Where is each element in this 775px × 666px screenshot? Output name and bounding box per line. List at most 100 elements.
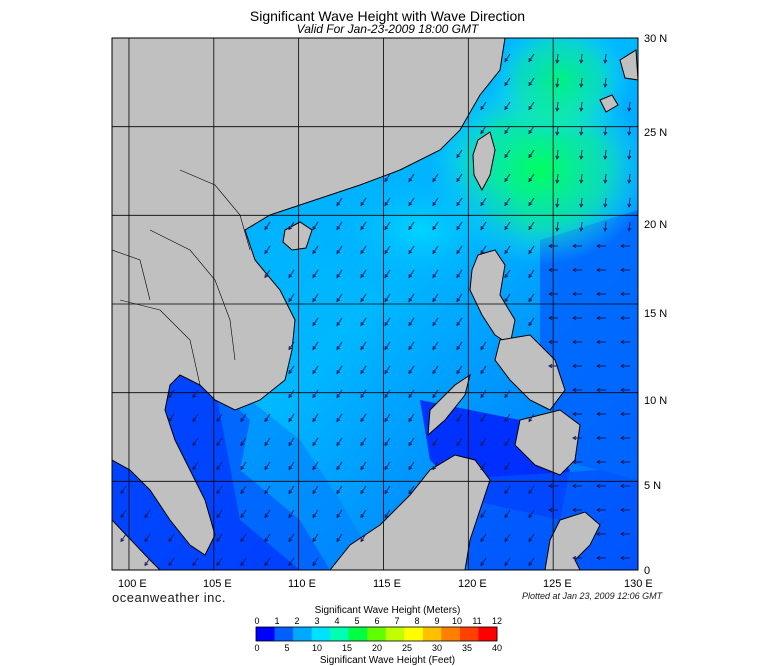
wave-arrow bbox=[627, 149, 632, 160]
wave-arrow bbox=[288, 485, 295, 495]
cb-f-25: 25 bbox=[402, 643, 412, 653]
wave-arrow bbox=[432, 245, 439, 255]
wave-arrow bbox=[456, 365, 463, 375]
wave-arrow bbox=[596, 411, 606, 417]
wave-arrow bbox=[480, 221, 487, 231]
wave-arrow bbox=[572, 483, 582, 489]
wave-arrow bbox=[384, 485, 391, 495]
wave-arrow bbox=[572, 507, 582, 513]
wave-arrow bbox=[216, 413, 223, 423]
wave-arrow bbox=[384, 173, 391, 183]
wave-arrow bbox=[456, 341, 463, 351]
wave-arrow bbox=[432, 221, 439, 231]
map-title: Significant Wave Height with Wave Direct… bbox=[249, 8, 526, 24]
wave-arrow bbox=[480, 197, 487, 207]
wave-arrow bbox=[360, 245, 367, 255]
wave-arrow bbox=[192, 557, 199, 567]
cb-m-11: 11 bbox=[472, 616, 481, 626]
wave-arrow bbox=[555, 125, 560, 136]
wave-arrow bbox=[432, 317, 439, 327]
wave-arrow bbox=[216, 461, 223, 471]
wave-arrow bbox=[336, 509, 343, 519]
wave-arrow bbox=[192, 461, 199, 471]
wave-arrow bbox=[528, 221, 535, 231]
wave-arrow bbox=[555, 173, 560, 184]
wave-arrow bbox=[504, 53, 511, 63]
wave-arrow bbox=[528, 77, 535, 87]
wave-arrow bbox=[504, 389, 511, 399]
wave-arrow bbox=[288, 437, 295, 447]
wave-arrow bbox=[480, 509, 487, 519]
wave-arrow bbox=[168, 557, 175, 567]
wave-arrow bbox=[620, 243, 630, 249]
wave-arrow bbox=[336, 245, 343, 255]
wave-arrow bbox=[504, 125, 511, 135]
wave-arrow bbox=[264, 461, 271, 471]
wave-arrow bbox=[264, 533, 271, 543]
map-frame bbox=[111, 37, 639, 571]
wave-arrow bbox=[620, 435, 630, 441]
wave-arrow bbox=[240, 461, 247, 471]
wave-arrow bbox=[408, 245, 415, 255]
wave-arrow bbox=[620, 363, 630, 369]
lon-label-120: 120 E bbox=[458, 578, 487, 590]
wave-arrow bbox=[360, 437, 367, 447]
wave-arrow bbox=[288, 221, 295, 231]
lon-label-105: 105 E bbox=[203, 578, 232, 590]
wave-arrow bbox=[312, 317, 319, 327]
plotted-timestamp: Plotted at Jan 23, 2009 12:06 GMT bbox=[522, 591, 663, 601]
wave-arrow bbox=[384, 413, 391, 423]
wave-arrow bbox=[288, 293, 295, 303]
wave-arrow bbox=[480, 245, 487, 255]
wave-arrow bbox=[384, 197, 391, 207]
wave-arrow bbox=[360, 485, 367, 495]
wave-arrow bbox=[288, 341, 295, 351]
wave-arrow bbox=[596, 267, 606, 273]
kyushu-fragment bbox=[619, 49, 638, 81]
wave-arrow bbox=[572, 459, 582, 465]
taiwan bbox=[472, 131, 496, 192]
wave-arrow bbox=[336, 341, 343, 351]
wave-arrow bbox=[312, 245, 319, 255]
wave-arrow bbox=[312, 437, 319, 447]
wave-arrow bbox=[336, 365, 343, 375]
wave-arrow bbox=[480, 461, 487, 471]
wave-arrow bbox=[572, 555, 582, 561]
wave-arrow bbox=[480, 101, 487, 111]
wave-arrow bbox=[528, 197, 535, 207]
lat-label-20n: 20 N bbox=[644, 219, 667, 231]
wave-arrow bbox=[384, 317, 391, 327]
sumatra bbox=[112, 519, 161, 570]
wave-arrow bbox=[555, 53, 560, 64]
wave-arrow bbox=[528, 269, 535, 279]
wave-arrow bbox=[603, 173, 608, 184]
wave-arrow bbox=[555, 149, 560, 160]
colorbar-swatch bbox=[311, 627, 331, 641]
lat-label-30n: 30 N bbox=[644, 33, 667, 45]
wave-arrow bbox=[528, 125, 535, 135]
mindanao bbox=[514, 409, 581, 476]
wave-arrow bbox=[264, 509, 271, 519]
wave-arrow bbox=[312, 557, 319, 567]
wave-arrow bbox=[384, 245, 391, 255]
wave-arrow bbox=[384, 269, 391, 279]
wave-arrow bbox=[336, 293, 343, 303]
sulawesi bbox=[544, 511, 601, 570]
wave-arrow bbox=[548, 291, 558, 297]
wave-arrow bbox=[596, 555, 606, 561]
colorbar-swatch bbox=[293, 627, 313, 641]
cb-m-10: 10 bbox=[452, 616, 462, 626]
colorbar-title-feet: Significant Wave Height (Feet) bbox=[319, 655, 456, 666]
wave-arrow bbox=[528, 173, 535, 183]
wave-arrow bbox=[572, 435, 582, 441]
colorbar-title-meters: Significant Wave Height (Meters) bbox=[314, 605, 461, 616]
wave-arrow bbox=[620, 555, 630, 561]
wave-arrow bbox=[456, 221, 463, 231]
wave-arrow bbox=[579, 221, 584, 232]
wave-arrow bbox=[408, 197, 415, 207]
wave-arrow bbox=[456, 437, 463, 447]
wave-arrow bbox=[627, 173, 632, 184]
wave-arrow bbox=[408, 413, 415, 423]
wave-arrow bbox=[504, 413, 511, 423]
wave-arrow bbox=[480, 557, 487, 567]
